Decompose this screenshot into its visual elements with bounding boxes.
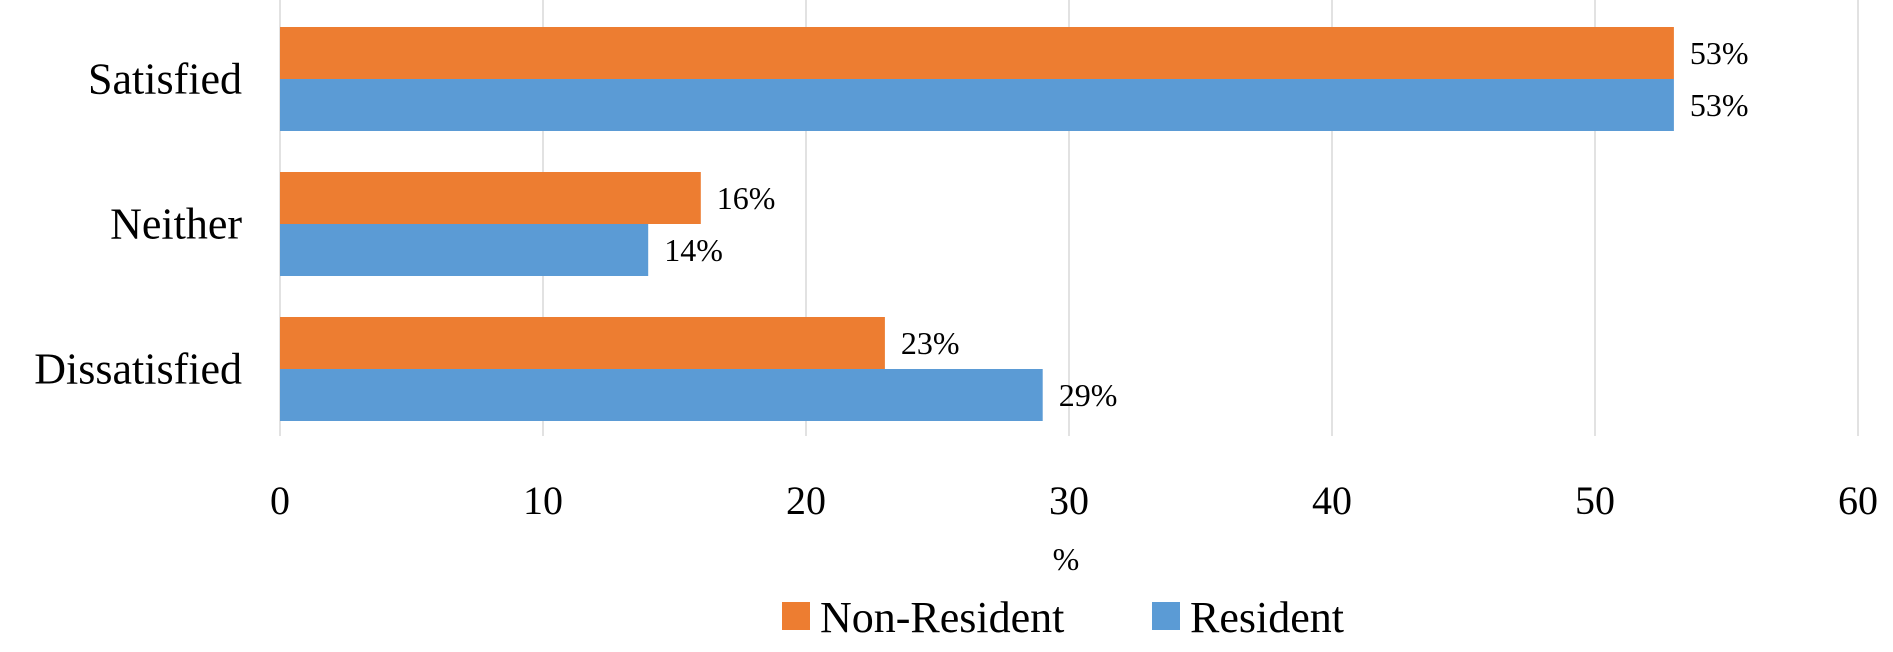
legend-label-non-resident: Non-Resident	[820, 593, 1064, 642]
data-label-resident-satisfied: 53%	[1690, 87, 1749, 123]
legend-label-resident: Resident	[1190, 593, 1344, 642]
x-tick-label-20: 20	[786, 478, 826, 523]
x-axis-title: %	[1053, 541, 1080, 577]
data-label-non-resident-dissatisfied: 23%	[901, 325, 960, 361]
data-label-resident-neither: 14%	[664, 232, 723, 268]
bar-resident-dissatisfied	[280, 369, 1043, 421]
bar-non-resident-neither	[280, 172, 701, 224]
data-labels: 53% 53% 16% 14% 23% 29%	[664, 35, 1748, 413]
legend: Non-Resident Resident	[782, 593, 1344, 642]
x-tick-label-10: 10	[523, 478, 563, 523]
data-label-non-resident-neither: 16%	[717, 180, 776, 216]
x-tick-labels: 0 10 20 30 40 50 60	[270, 478, 1878, 523]
legend-swatch-non-resident	[782, 602, 810, 630]
x-tick-label-0: 0	[270, 478, 290, 523]
bar-non-resident-dissatisfied	[280, 317, 885, 369]
x-tick-label-30: 30	[1049, 478, 1089, 523]
x-tick-label-50: 50	[1575, 478, 1615, 523]
data-label-resident-dissatisfied: 29%	[1059, 377, 1118, 413]
bar-resident-neither	[280, 224, 649, 276]
category-label-satisfied: Satisfied	[88, 55, 242, 104]
bar-non-resident-satisfied	[280, 27, 1674, 79]
legend-swatch-resident	[1152, 602, 1180, 630]
x-tick-label-60: 60	[1838, 478, 1878, 523]
bars	[280, 27, 1674, 421]
bar-resident-satisfied	[280, 79, 1674, 131]
category-label-dissatisfied: Dissatisfied	[34, 345, 242, 394]
x-tick-label-40: 40	[1312, 478, 1352, 523]
data-label-non-resident-satisfied: 53%	[1690, 35, 1749, 71]
category-label-neither: Neither	[110, 200, 242, 249]
category-labels: Satisfied Neither Dissatisfied	[34, 55, 242, 394]
